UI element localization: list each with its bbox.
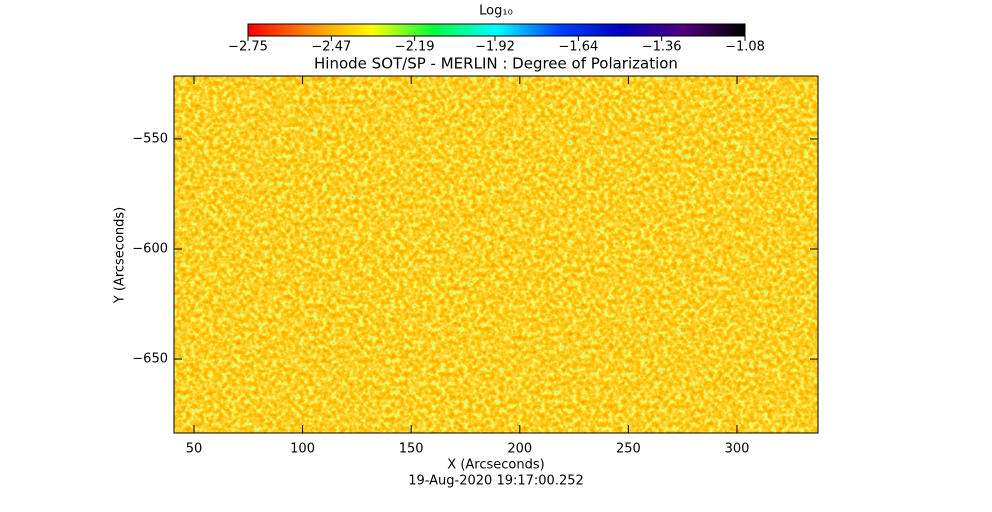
colorbar xyxy=(247,23,746,37)
y-tick-label: −650 xyxy=(132,352,168,367)
chart-title: Hinode SOT/SP - MERLIN : Degree of Polar… xyxy=(314,55,678,73)
colorbar-tick-label: −1.92 xyxy=(475,40,515,55)
colorbar-tick-label: −1.64 xyxy=(558,40,598,55)
y-tick-label: −600 xyxy=(132,241,168,256)
y-tick-label: −550 xyxy=(132,131,168,146)
x-tick-label: 50 xyxy=(186,442,203,457)
colorbar-tick-label: −2.75 xyxy=(228,40,268,55)
colorbar-label: Log₁₀ xyxy=(479,4,513,19)
colorbar-tick-label: −1.36 xyxy=(642,40,682,55)
footer: 19-Aug-2020 19:17:00.252 xyxy=(408,474,584,489)
x-tick-label: 250 xyxy=(616,442,641,457)
x-tick-label: 300 xyxy=(725,442,750,457)
colorbar-tick-label: −2.19 xyxy=(395,40,435,55)
x-tick-label: 150 xyxy=(399,442,424,457)
plot-frame xyxy=(173,75,819,434)
x-axis-label: X (Arcseconds) xyxy=(447,458,544,473)
colorbar-tick-label: −1.08 xyxy=(725,40,765,55)
colorbar-tick-label: −2.47 xyxy=(311,40,351,55)
x-tick-label: 100 xyxy=(290,442,315,457)
x-tick-label: 200 xyxy=(507,442,532,457)
polarization-map xyxy=(174,76,818,433)
y-axis-label: Y (Arcseconds) xyxy=(113,207,128,304)
